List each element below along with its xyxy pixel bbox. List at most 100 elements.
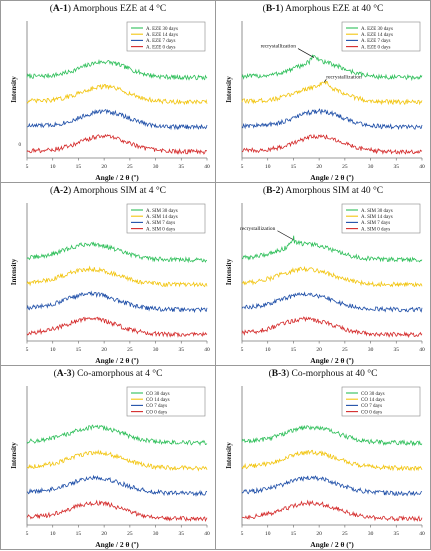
annotation-arrow bbox=[323, 79, 327, 83]
x-tick-label: 20 bbox=[101, 531, 107, 537]
chart-a2: 5 10 15 20 25 30 35 40 Angle / 2 θ (º) Intensity A… bbox=[10, 203, 210, 365]
legend-entry: A. EZE 30 days bbox=[146, 27, 178, 32]
series-line bbox=[26, 499, 208, 522]
x-tick-label: 25 bbox=[127, 531, 133, 537]
legend-entry: CO 7 days bbox=[361, 404, 382, 409]
series-line bbox=[241, 108, 423, 131]
legend-entry: A. SIM 0 days bbox=[361, 227, 390, 232]
panel-b3: (B-3) Co-morphous at 40 °C 5 10 15 20 25 30 35… bbox=[215, 365, 431, 550]
chart-b1: 5 10 15 20 25 30 35 40 Angle / 2 θ (º) Intensity r… bbox=[225, 21, 425, 182]
series-line bbox=[241, 54, 423, 82]
x-tick-label: 10 bbox=[265, 531, 271, 537]
legend-entry: A. EZE 7 days bbox=[146, 39, 175, 44]
series-line bbox=[26, 83, 208, 106]
y-extra-label: 0 bbox=[19, 143, 22, 148]
panel-title: (B-3) Co-morphous at 40 °C bbox=[268, 369, 378, 379]
panel-a2: (A-2) Amorphous SIM at 4 °C 5 10 15 20 25 30 3… bbox=[0, 182, 216, 366]
x-tick-label: 35 bbox=[179, 164, 185, 170]
annotation-label: recrystallization bbox=[240, 226, 276, 232]
x-tick-label: 20 bbox=[316, 347, 322, 353]
x-tick-label: 15 bbox=[291, 531, 297, 537]
legend-entry: CO 7 days bbox=[146, 404, 167, 409]
series-line bbox=[241, 265, 423, 288]
y-axis-label: Intensity bbox=[10, 258, 18, 285]
legend-entry: CO 14 days bbox=[361, 398, 385, 403]
x-tick-label: 10 bbox=[265, 164, 271, 170]
x-tick-label: 5 bbox=[241, 164, 244, 170]
y-axis-label: Intensity bbox=[225, 442, 233, 469]
chart-a3: 5 10 15 20 25 30 35 40 Angle / 2 θ (º) Intensity C… bbox=[10, 386, 210, 549]
legend-entry: A. EZE 30 days bbox=[361, 27, 393, 32]
legend-entry: CO 0 days bbox=[361, 410, 382, 415]
x-tick-label: 30 bbox=[368, 347, 374, 353]
panel-title: (A-2) Amorphous SIM at 4 °C bbox=[50, 186, 166, 196]
annotation-label: recrystallization bbox=[261, 44, 297, 50]
y-axis-label: Intensity bbox=[10, 76, 18, 103]
x-axis-label: Angle / 2 θ (º) bbox=[310, 173, 354, 182]
series-line bbox=[241, 499, 423, 522]
x-tick-label: 40 bbox=[204, 531, 210, 537]
x-tick-label: 30 bbox=[368, 531, 374, 537]
x-tick-label: 30 bbox=[368, 164, 374, 170]
legend-entry: A. EZE 14 days bbox=[361, 33, 393, 38]
x-tick-label: 40 bbox=[204, 164, 210, 170]
legend-entry: CO 0 days bbox=[146, 410, 167, 415]
x-tick-label: 25 bbox=[127, 164, 133, 170]
legend-entry: A. SIM 7 days bbox=[361, 221, 390, 226]
series-line bbox=[241, 424, 423, 447]
x-tick-label: 5 bbox=[26, 347, 29, 353]
x-tick-label: 15 bbox=[291, 347, 297, 353]
x-tick-label: 15 bbox=[291, 164, 297, 170]
x-tick-label: 20 bbox=[316, 164, 322, 170]
x-tick-label: 15 bbox=[76, 531, 82, 537]
legend-entry: A. SIM 14 days bbox=[361, 215, 393, 220]
series-line bbox=[26, 108, 208, 131]
x-tick-label: 30 bbox=[153, 531, 159, 537]
panel-title: (A-3) Co-amorphous at 4 °C bbox=[53, 369, 163, 379]
y-axis-label: Intensity bbox=[10, 442, 18, 469]
annotation-label: recrystallization bbox=[326, 74, 362, 80]
legend-entry: A. SIM 14 days bbox=[146, 215, 178, 220]
panel-title: (B-2) Amorphous SIM at 40 °C bbox=[262, 186, 384, 196]
series-line bbox=[26, 424, 208, 446]
series-line bbox=[241, 449, 423, 472]
x-tick-label: 5 bbox=[241, 347, 244, 353]
series-line bbox=[241, 235, 423, 263]
x-axis-label: Angle / 2 θ (º) bbox=[95, 173, 139, 182]
series-line bbox=[241, 316, 423, 339]
x-tick-label: 35 bbox=[394, 347, 400, 353]
legend-box bbox=[126, 21, 206, 52]
x-tick-label: 10 bbox=[265, 347, 271, 353]
x-tick-label: 10 bbox=[50, 347, 56, 353]
x-tick-label: 5 bbox=[241, 531, 244, 537]
series-line bbox=[241, 475, 423, 497]
x-tick-label: 5 bbox=[26, 531, 29, 537]
x-tick-label: 15 bbox=[76, 164, 82, 170]
panel-b2: (B-2) Amorphous SIM at 40 °C 5 10 15 20 25 30… bbox=[215, 182, 431, 366]
x-tick-label: 40 bbox=[419, 347, 425, 353]
series-line bbox=[26, 58, 208, 81]
legend-entry: CO 30 days bbox=[361, 392, 385, 397]
series-line bbox=[241, 133, 423, 155]
x-tick-label: 20 bbox=[101, 164, 107, 170]
panel-b1: (B-1) Amorphous EZE at 40 °C 5 10 15 20 25 30… bbox=[215, 0, 431, 183]
legend-entry: CO 14 days bbox=[146, 398, 170, 403]
x-tick-label: 35 bbox=[394, 531, 400, 537]
panel-title: (B-1) Amorphous EZE at 40 °C bbox=[262, 4, 384, 14]
series-line bbox=[26, 241, 208, 264]
legend-entry: A. EZE 7 days bbox=[361, 39, 390, 44]
panel-a1: (A-1) Amorphous EZE at 4 °C 5 10 15 20 25 30 3… bbox=[0, 0, 216, 183]
x-tick-label: 35 bbox=[394, 164, 400, 170]
x-tick-label: 20 bbox=[316, 531, 322, 537]
x-tick-label: 25 bbox=[342, 347, 348, 353]
legend-entry: A. SIM 30 days bbox=[146, 209, 178, 214]
x-tick-label: 10 bbox=[50, 164, 56, 170]
x-tick-label: 40 bbox=[419, 531, 425, 537]
x-tick-label: 30 bbox=[153, 347, 159, 353]
x-tick-label: 25 bbox=[127, 347, 133, 353]
x-tick-label: 20 bbox=[101, 347, 107, 353]
annotation-arrow bbox=[297, 48, 315, 58]
series-line bbox=[26, 133, 208, 155]
legend-entry: A. EZE 14 days bbox=[146, 33, 178, 38]
